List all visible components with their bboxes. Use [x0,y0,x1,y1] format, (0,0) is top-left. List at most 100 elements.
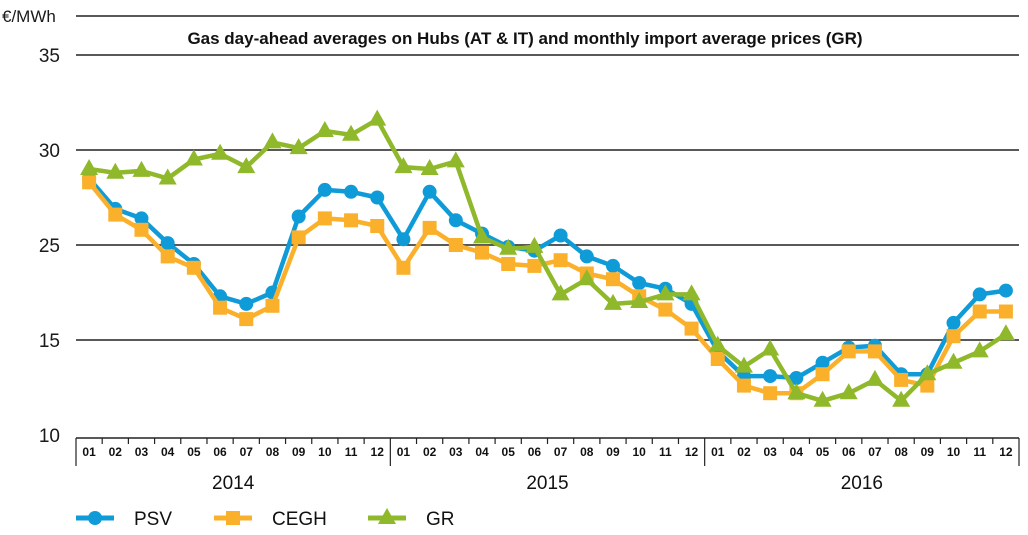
gr-point [184,149,203,166]
legend-item-psv: PSV [76,509,172,530]
psv-point [291,209,306,224]
cegh-point [370,219,385,233]
psv-point [632,276,647,290]
gr-point [315,121,334,137]
gr-point [368,109,387,126]
cegh-point [422,220,437,235]
month-label: 05 [502,445,516,459]
month-label: 06 [213,445,227,459]
cegh-point [186,260,201,275]
gr-point [525,236,544,253]
gridlines [76,15,1019,341]
month-label: 12 [685,445,699,459]
psv-point [317,182,332,197]
cegh-point [710,352,725,366]
gr-point [603,293,622,310]
gr-point [865,369,884,386]
month-label: 06 [842,445,856,459]
cegh-point [291,230,306,245]
year-label: 2016 [841,473,883,494]
psv-point [553,228,568,243]
month-label: 05 [816,445,830,459]
month-label: 11 [973,445,986,459]
month-label: 02 [423,445,437,459]
y-tick-label: 30 [39,141,60,162]
legend-label: CEGH [272,509,327,530]
cegh-point [527,258,542,273]
cegh-point [867,344,882,359]
series-cegh [82,175,1013,401]
month-label: 11 [345,445,358,459]
cegh-point [841,344,856,359]
gr-point [813,390,832,407]
cegh-point [658,302,673,317]
month-label: 09 [921,445,935,459]
psv-point [344,184,359,199]
cegh-point [736,378,751,393]
month-label: 06 [528,445,542,459]
gr-point [237,157,256,174]
psv-point [972,287,987,302]
y-axis: 35 30 25 15 10 [39,46,60,447]
gr-point [263,132,282,149]
cegh-point [946,329,961,344]
psv-point [763,369,778,384]
y-axis-unit-label: €/MWh [2,7,56,26]
psv-point [998,283,1013,298]
cegh-point [684,321,699,336]
gr-point [996,324,1015,341]
gr-point [839,383,858,400]
gr-point [787,383,806,400]
psv-point [579,249,594,264]
legend: PSV CEGH GR [76,508,455,530]
cegh-point [448,238,463,252]
y-tick-label: 35 [39,46,60,67]
month-label: 08 [580,445,594,459]
psv-point [160,236,175,251]
gr-point [970,341,989,358]
cegh-point [134,222,149,237]
cegh-point [894,372,909,387]
cegh-point [213,300,228,315]
cegh-point [344,213,359,228]
cegh-point [501,257,516,271]
psv-point [239,296,254,311]
gr-point [106,162,125,179]
psv-point [396,232,411,247]
cegh-point [317,211,332,226]
month-label: 03 [449,445,463,459]
month-label: 01 [397,445,411,459]
month-label: 09 [292,445,306,459]
gr-point [499,238,518,255]
cegh-point [108,207,123,222]
month-label: 09 [606,445,620,459]
psv-point [946,315,961,330]
psv-point [422,184,437,199]
gr-point [473,227,492,244]
cegh-point [553,253,568,268]
month-label: 12 [999,445,1013,459]
gr-point [132,160,151,177]
psv-point [789,371,804,385]
cegh-point [815,367,830,382]
cegh-line [87,180,1006,396]
gr-point [551,284,570,301]
month-label: 08 [266,445,280,459]
gr-point [734,356,753,373]
cegh-point [82,175,97,190]
month-label: 07 [868,445,882,459]
cegh-point [160,249,175,264]
gr-point [656,284,675,301]
y-tick-label: 10 [39,426,60,447]
gr-point [577,269,596,286]
gr-point [80,159,99,175]
gr-point [892,390,911,407]
gr-point [682,284,701,301]
legend-triangle-icon [378,508,396,524]
cegh-point [998,304,1013,319]
y-tick-label: 25 [39,236,60,257]
month-label: 01 [711,445,725,459]
month-label: 12 [371,445,385,459]
psv-point [448,213,463,228]
